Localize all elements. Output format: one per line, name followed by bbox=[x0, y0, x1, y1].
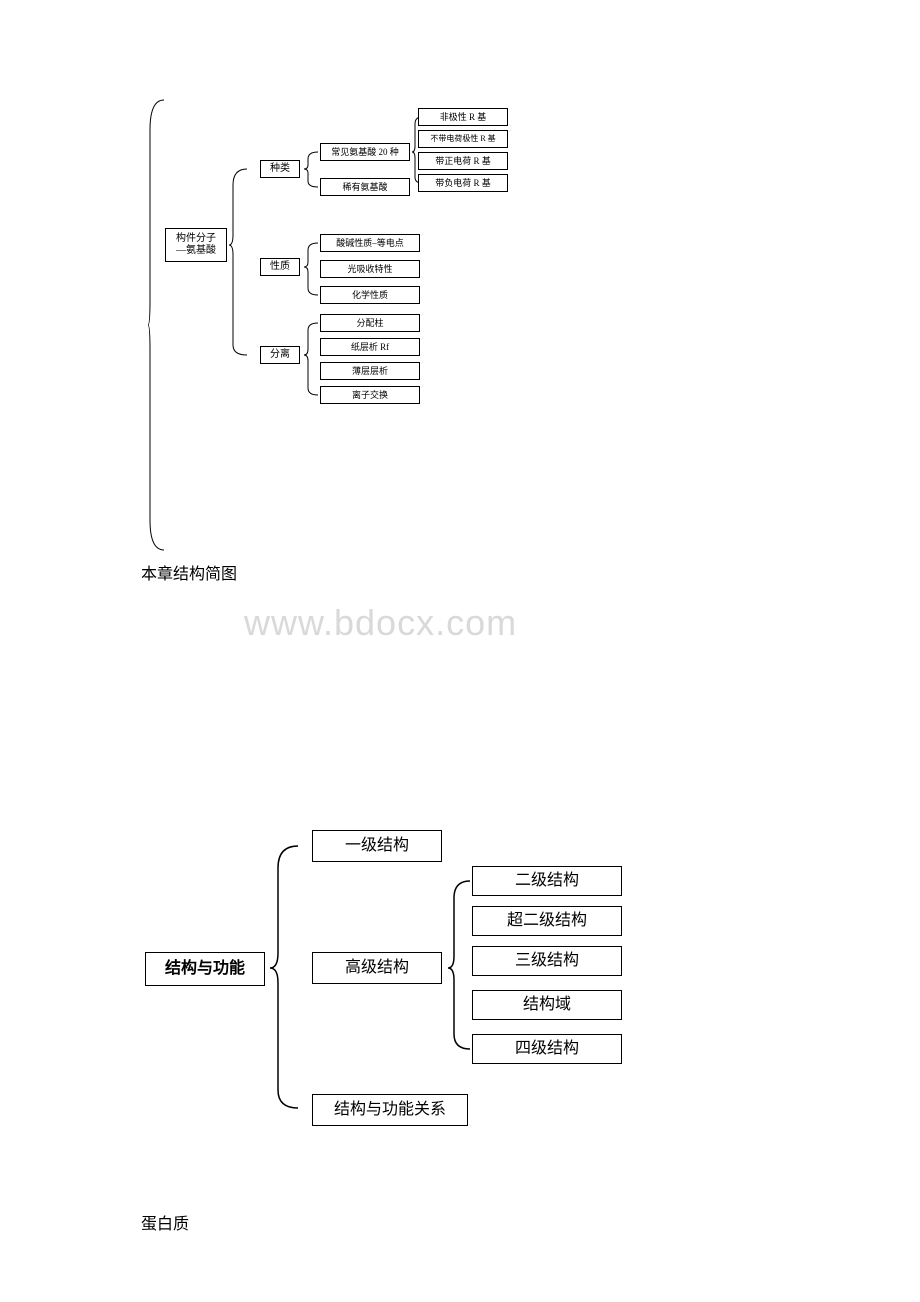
tree1-r-uncharged: 不带电荷极性 R 基 bbox=[418, 130, 508, 148]
tree2-bracket-adv bbox=[448, 864, 470, 1064]
tree2-level3: 三级结构 bbox=[472, 946, 622, 976]
tree1-prop-absorb: 光吸收特性 bbox=[320, 260, 420, 278]
tree1-bracket-kind bbox=[304, 145, 318, 195]
tree2-level1: 一级结构 bbox=[312, 830, 442, 862]
tree1-kind-rare-label: 稀有氨基酸 bbox=[342, 182, 387, 193]
tree2-bracket-root bbox=[270, 828, 298, 1124]
tree1-sep-paper: 纸层析 Rf bbox=[320, 338, 420, 356]
watermark: www.bdocx.com bbox=[244, 602, 517, 644]
tree2-relation: 结构与功能关系 bbox=[312, 1094, 468, 1126]
tree1-group-kind-label: 种类 bbox=[270, 163, 290, 175]
caption: 本章结构简图 bbox=[141, 560, 237, 584]
tree1-prop-acidbase-label: 酸碱性质–等电点 bbox=[336, 238, 404, 249]
tree1-sep-partition: 分配柱 bbox=[320, 314, 420, 332]
tree1-root: 构件分子 —氨基酸 bbox=[165, 228, 227, 262]
tree2-advanced: 高级结构 bbox=[312, 952, 442, 984]
tree1-sep-partition-label: 分配柱 bbox=[356, 318, 383, 329]
tree1-group-prop-label: 性质 bbox=[270, 261, 290, 273]
tree1-kind-common-label: 常见氨基酸 20 种 bbox=[331, 147, 399, 158]
tree2-level3-label: 三级结构 bbox=[515, 951, 579, 970]
tree2-super2-label: 超二级结构 bbox=[507, 911, 587, 930]
tree1-bracket-prop bbox=[304, 236, 318, 304]
tree1-prop-chem: 化学性质 bbox=[320, 286, 420, 304]
tree1-root-line1: 构件分子 bbox=[176, 233, 216, 245]
tree1-r-uncharged-label: 不带电荷极性 R 基 bbox=[430, 134, 495, 144]
tree1-prop-acidbase: 酸碱性质–等电点 bbox=[320, 234, 420, 252]
tree1-kind-rare: 稀有氨基酸 bbox=[320, 178, 410, 196]
tree2-relation-label: 结构与功能关系 bbox=[334, 1100, 446, 1119]
tree1-sep-thin-label: 薄层层析 bbox=[352, 366, 388, 377]
tree2-level2-label: 二级结构 bbox=[515, 871, 579, 890]
tree2-root-label: 结构与功能 bbox=[165, 959, 245, 978]
tree1-r-nonpolar: 非极性 R 基 bbox=[418, 108, 508, 126]
protein-text: 蛋白质 bbox=[141, 1216, 189, 1233]
tree1-group-kind: 种类 bbox=[260, 160, 300, 178]
tree2-root: 结构与功能 bbox=[145, 952, 265, 986]
tree1-r-neg: 带负电荷 R 基 bbox=[418, 174, 508, 192]
tree2-level2: 二级结构 bbox=[472, 866, 622, 896]
caption-text: 本章结构简图 bbox=[141, 566, 237, 583]
tree1-r-nonpolar-label: 非极性 R 基 bbox=[440, 112, 487, 123]
tree1-sep-ion-label: 离子交换 bbox=[352, 390, 388, 401]
tree1-root-line2: —氨基酸 bbox=[176, 245, 216, 257]
protein-label: 蛋白质 bbox=[141, 1210, 189, 1234]
tree1-group-prop: 性质 bbox=[260, 258, 300, 276]
tree1-group-sep-label: 分离 bbox=[270, 349, 290, 361]
tree1-bracket-root bbox=[229, 160, 247, 360]
tree1-sep-ion: 离子交换 bbox=[320, 386, 420, 404]
tree1-bracket-sep bbox=[304, 316, 318, 404]
tree1-r-pos-label: 带正电荷 R 基 bbox=[435, 156, 491, 167]
tree2-domain-label: 结构域 bbox=[523, 995, 571, 1014]
tree1-r-neg-label: 带负电荷 R 基 bbox=[435, 178, 491, 189]
watermark-text: www.bdocx.com bbox=[244, 602, 517, 643]
tree2-level4: 四级结构 bbox=[472, 1034, 622, 1064]
tree1-r-pos: 带正电荷 R 基 bbox=[418, 152, 508, 170]
tree2-domain: 结构域 bbox=[472, 990, 622, 1020]
tree2-level4-label: 四级结构 bbox=[515, 1039, 579, 1058]
tree1-prop-chem-label: 化学性质 bbox=[352, 290, 388, 301]
tree2-advanced-label: 高级结构 bbox=[345, 958, 409, 977]
tree2-super2: 超二级结构 bbox=[472, 906, 622, 936]
tree1-sep-paper-label: 纸层析 Rf bbox=[351, 342, 389, 353]
tree1-bracket-outer bbox=[148, 100, 164, 550]
tree1-group-sep: 分离 bbox=[260, 346, 300, 364]
tree1-sep-thin: 薄层层析 bbox=[320, 362, 420, 380]
tree1-kind-common: 常见氨基酸 20 种 bbox=[320, 143, 410, 161]
tree1-prop-absorb-label: 光吸收特性 bbox=[347, 264, 392, 275]
tree2-level1-label: 一级结构 bbox=[345, 836, 409, 855]
